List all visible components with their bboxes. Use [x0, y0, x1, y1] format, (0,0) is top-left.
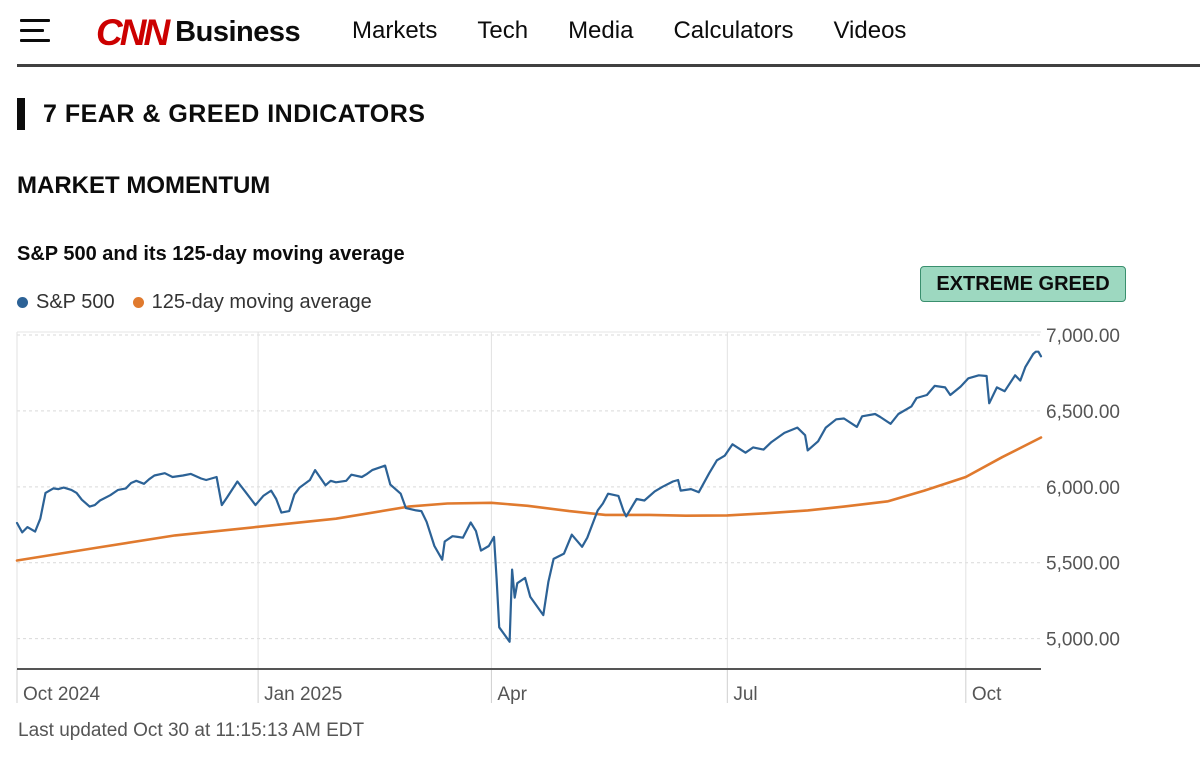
moving-average-line — [15, 436, 1043, 562]
section-heading: 7 FEAR & GREED INDICATORS — [17, 98, 425, 130]
cnn-business-logo[interactable]: CNN Business — [96, 10, 301, 54]
site-header: CNN Business Markets Tech Media Calculat… — [0, 0, 1200, 67]
menu-icon[interactable] — [20, 19, 52, 43]
logo-suffix: Business — [175, 15, 301, 48]
y-tick-label: 7,000.00 — [1046, 326, 1120, 347]
grid-layer — [16, 331, 1041, 669]
y-tick-label: 5,000.00 — [1046, 630, 1120, 651]
series-layer — [15, 350, 1043, 643]
legend-item-sp500[interactable]: S&P 500 — [17, 291, 115, 314]
x-tick-label: Apr — [497, 684, 527, 705]
main-nav: Markets Tech Media Calculators Videos — [352, 17, 906, 45]
line-chart[interactable]: 7,000.00 6,500.00 6,000.00 5,500.00 5,000.00… — [0, 320, 1200, 715]
chart-legend: S&P 500 125-day moving average — [17, 291, 390, 314]
legend-item-moving-average[interactable]: 125-day moving average — [132, 291, 372, 314]
header-divider — [17, 64, 1200, 67]
x-tick-label: Oct 2024 — [23, 684, 101, 705]
x-tick-label: Jan 2025 — [264, 684, 342, 705]
nav-item-markets[interactable]: Markets — [352, 17, 438, 44]
legend-label-moving-average: 125-day moving average — [151, 291, 372, 313]
nav-item-media[interactable]: Media — [568, 17, 634, 44]
nav-item-tech[interactable]: Tech — [477, 17, 529, 44]
legend-dot-moving-average — [132, 297, 144, 308]
last-updated: Last updated Oct 30 at 11:15:13 AM EDT — [18, 720, 365, 741]
section-title: 7 FEAR & GREED INDICATORS — [43, 99, 426, 128]
y-tick-label: 5,500.00 — [1046, 554, 1120, 575]
nav-item-calculators[interactable]: Calculators — [673, 17, 794, 44]
legend-label-sp500: S&P 500 — [36, 291, 115, 313]
section-accent-bar — [17, 98, 25, 130]
axis-layer: 7,000.00 6,500.00 6,000.00 5,500.00 5,000.00… — [16, 326, 1120, 705]
cnn-logo-mark: CNN — [96, 11, 170, 53]
sentiment-badge: EXTREME GREED — [920, 266, 1126, 302]
chart-title: S&P 500 and its 125-day moving average — [17, 243, 405, 265]
nav-item-videos[interactable]: Videos — [833, 17, 907, 44]
x-tick-label: Oct — [972, 684, 1002, 705]
y-tick-label: 6,000.00 — [1046, 478, 1120, 499]
y-tick-label: 6,500.00 — [1046, 402, 1120, 423]
indicator-title: MARKET MOMENTUM — [17, 172, 271, 199]
x-tick-label: Jul — [733, 684, 757, 705]
legend-dot-sp500 — [17, 297, 28, 308]
sp500-line — [15, 350, 1043, 643]
